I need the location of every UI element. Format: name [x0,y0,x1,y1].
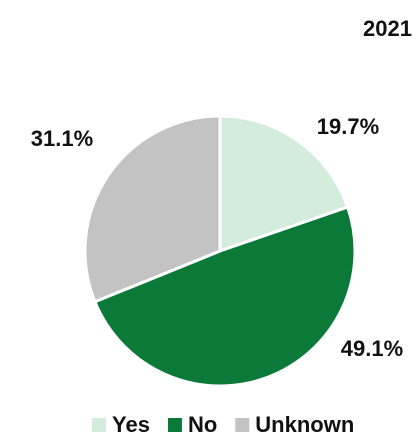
legend-label: Yes [112,412,150,437]
legend-label: Unknown [255,412,354,437]
legend-swatch [167,418,182,432]
legend-label: No [188,412,217,437]
pie-slice [92,205,357,388]
legend-swatch [235,418,250,432]
data-label: 49.1% [341,336,403,361]
data-label: 31.1% [31,126,93,151]
pie-slice [83,114,222,304]
chart-title: 2021 [363,16,412,41]
legend-swatch [92,418,106,432]
data-label: 19.7% [317,114,379,139]
